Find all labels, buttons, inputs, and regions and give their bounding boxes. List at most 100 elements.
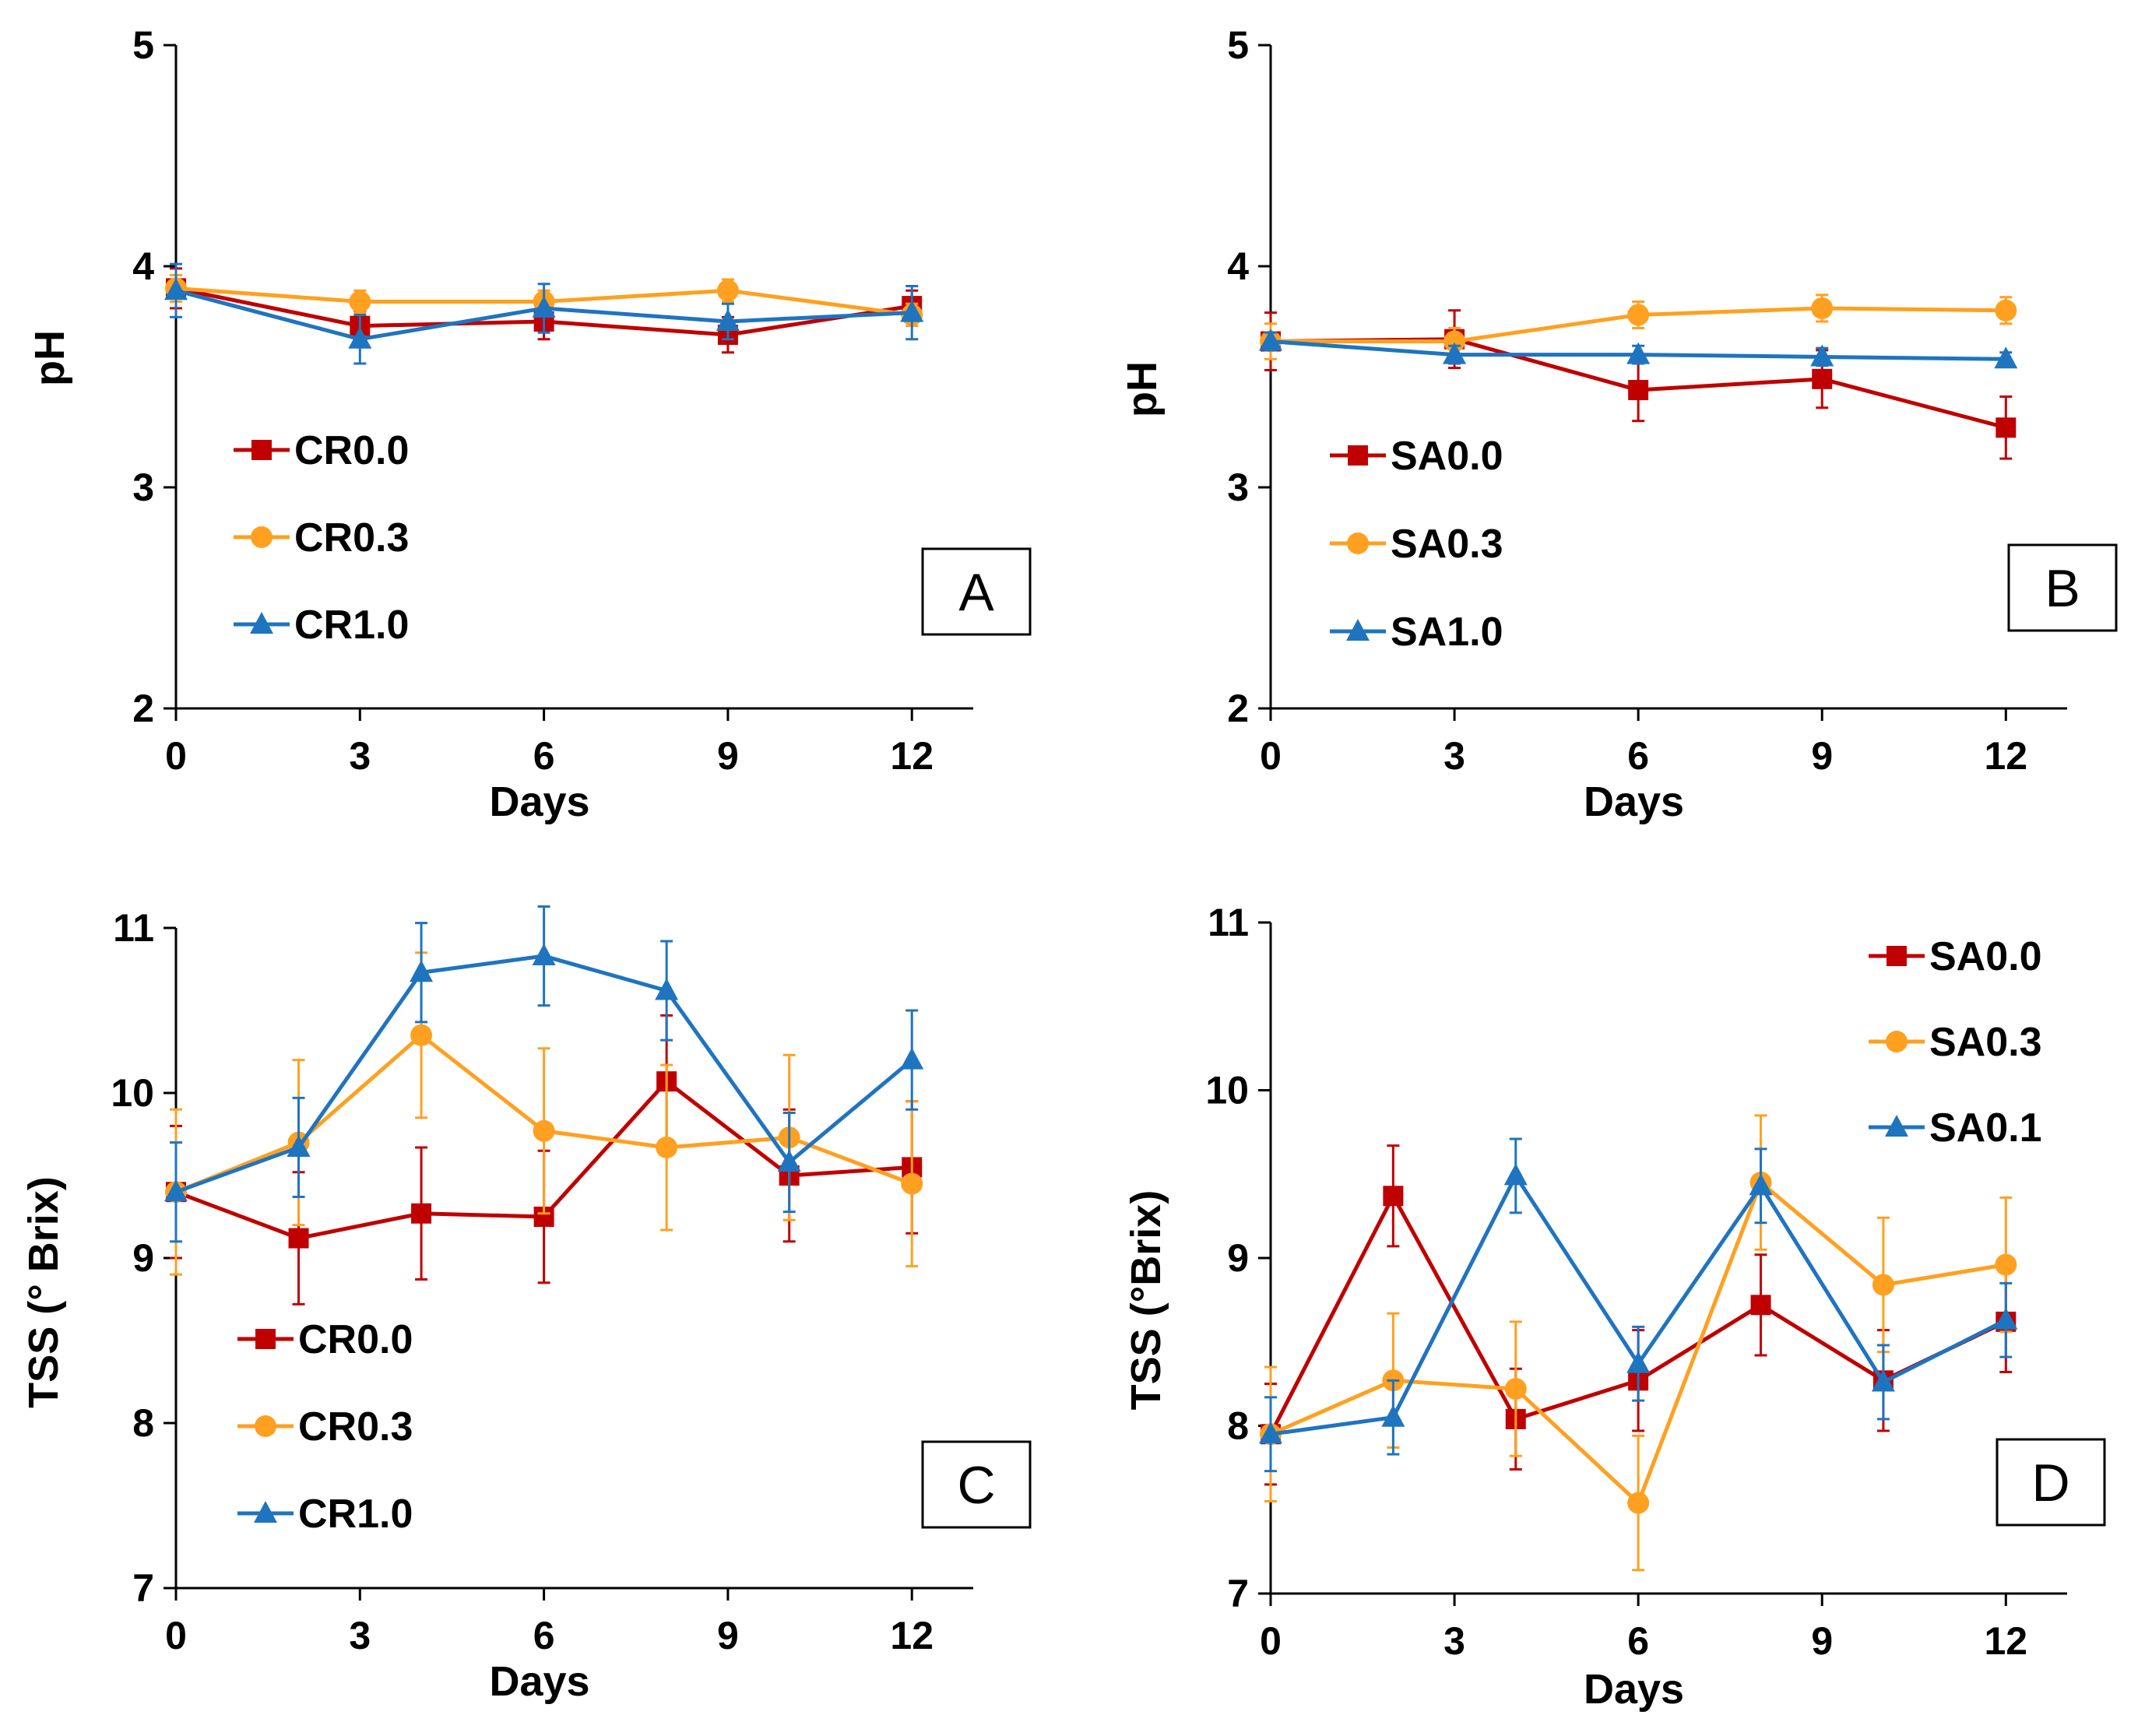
x-axis-title: Days: [489, 1658, 589, 1705]
y-tick-label: 7: [1227, 1572, 1249, 1615]
legend-label: CR1.0: [298, 1492, 413, 1537]
data-point: [777, 1150, 801, 1172]
legend-label: SA0.0: [1391, 434, 1503, 479]
data-point: [1872, 1274, 1894, 1296]
panel-a: 2 3 4 5 0 3 6 9 12 Days pH CR0.0 CR0.3 CR1.0 A: [26, 23, 1032, 825]
legend-entry: SA0.3: [1330, 522, 1503, 567]
data-point: [164, 1179, 188, 1202]
data-point: [900, 300, 924, 322]
legend-label: SA1.0: [1391, 610, 1503, 655]
legend-entry: CR1.0: [237, 1492, 413, 1537]
data-point: [1443, 342, 1467, 364]
data-point: [1504, 1378, 1527, 1400]
x-tick-label: 12: [890, 734, 934, 778]
x-tick-label: 12: [1984, 734, 2027, 778]
legend-marker: [1885, 1115, 1908, 1137]
data-point: [901, 1172, 923, 1195]
x-tick-label: 12: [1984, 1619, 2027, 1663]
legend-entry: SA0.1: [1869, 1105, 2042, 1151]
data-point: [1628, 380, 1649, 401]
y-tick-label: 5: [132, 23, 154, 67]
legend-label: SA0.1: [1929, 1105, 2042, 1151]
legend-label: CR0.3: [294, 515, 409, 561]
x-tick-label: 3: [349, 734, 371, 778]
y-tick-label: 8: [1227, 1404, 1249, 1448]
y-tick-label: 4: [132, 244, 154, 288]
panel-b: 2 3 4 5 0 3 6 9 12 Days pH SA0.0 SA0.3 SA1.0 B: [1119, 23, 2118, 825]
y-tick-label: 11: [113, 906, 154, 950]
legend-marker: [251, 440, 272, 460]
x-tick-label: 9: [1811, 1619, 1833, 1663]
data-point: [1749, 1173, 1773, 1196]
data-point: [716, 309, 740, 331]
data-point: [1750, 1295, 1771, 1316]
legend-label: CR0.3: [298, 1404, 413, 1450]
panel-letter: A: [958, 563, 994, 622]
series-sa1-0: [1259, 329, 2018, 369]
panel-letter-box: [1996, 1438, 2106, 1527]
legend-entry: CR0.3: [234, 515, 409, 561]
x-tick-label: 0: [165, 1614, 187, 1657]
x-tick-label: 3: [1443, 1619, 1465, 1663]
data-point: [1627, 1492, 1650, 1514]
series-sa0-1: [1259, 1137, 2018, 1473]
legend-entry: SA0.0: [1869, 934, 2042, 979]
y-tick-label: 8: [132, 1401, 154, 1445]
data-point: [1627, 304, 1650, 326]
panel-d: 7 8 9 10 11 0 3 6 9 12 Days TSS (°Brix) SA0.0 SA0.3 SA…: [1123, 901, 2106, 1713]
x-tick-label: 0: [165, 734, 187, 778]
x-tick-label: 3: [349, 1614, 371, 1657]
data-point: [1626, 342, 1651, 364]
legend-entry: CR1.0: [234, 603, 409, 648]
y-tick-label: 7: [132, 1566, 154, 1610]
y-tick-label: 5: [1227, 23, 1249, 67]
data-point: [716, 279, 739, 302]
series-cr1-0: [164, 905, 924, 1243]
legend-marker: [255, 1329, 276, 1349]
y-axis-title: pH: [26, 330, 73, 386]
y-axis-title: TSS (° Brix): [20, 1176, 67, 1408]
data-point: [410, 960, 434, 982]
legend-marker: [254, 1501, 277, 1523]
y-tick-label: 3: [1227, 466, 1249, 509]
legend-entry: CR0.3: [237, 1404, 413, 1450]
data-point: [532, 944, 556, 966]
data-point: [655, 978, 679, 1000]
data-point: [1810, 344, 1834, 367]
legend-entry: CR0.0: [237, 1317, 413, 1362]
legend-label: CR0.0: [298, 1317, 413, 1362]
panel-letter: C: [957, 1456, 995, 1515]
legend-entry: SA1.0: [1330, 610, 1503, 655]
x-tick-label: 6: [533, 1614, 555, 1657]
legend-label: SA0.0: [1929, 934, 2042, 979]
x-tick-label: 0: [1260, 1619, 1282, 1663]
data-point: [1811, 297, 1834, 319]
y-tick-label: 9: [1227, 1236, 1249, 1280]
x-tick-label: 6: [1627, 734, 1649, 778]
panel-letter-box: [2007, 543, 2118, 632]
legend-label: CR1.0: [294, 603, 409, 648]
legend-marker: [1346, 619, 1370, 641]
data-point: [1995, 299, 2017, 322]
data-point: [1995, 1253, 2017, 1276]
y-axis-title: TSS (°Brix): [1123, 1190, 1169, 1411]
y-tick-label: 2: [132, 687, 154, 730]
x-tick-label: 0: [1260, 734, 1282, 778]
series-sa0-0: [1261, 1144, 2017, 1486]
legend-entry: CR0.0: [234, 428, 409, 473]
legend-marker: [1348, 445, 1368, 466]
legend-marker: [250, 612, 273, 634]
legend-marker: [1347, 532, 1369, 554]
y-tick-label: 9: [132, 1236, 154, 1280]
x-axis-title: Days: [1584, 778, 1684, 825]
y-tick-label: 4: [1227, 244, 1249, 288]
x-tick-label: 12: [890, 1614, 934, 1657]
legend-label: CR0.0: [294, 428, 409, 473]
panel-c: 7 8 9 10 11 0 3 6 9 12 Days TSS (° Brix) CR0.0 CR0.3 C…: [20, 905, 1032, 1705]
panel-letter: B: [2045, 559, 2080, 618]
data-point: [164, 278, 188, 300]
y-axis-title: pH: [1119, 361, 1166, 417]
legend-marker: [255, 1415, 276, 1437]
data-point: [287, 1134, 311, 1157]
data-point: [1381, 1404, 1405, 1427]
